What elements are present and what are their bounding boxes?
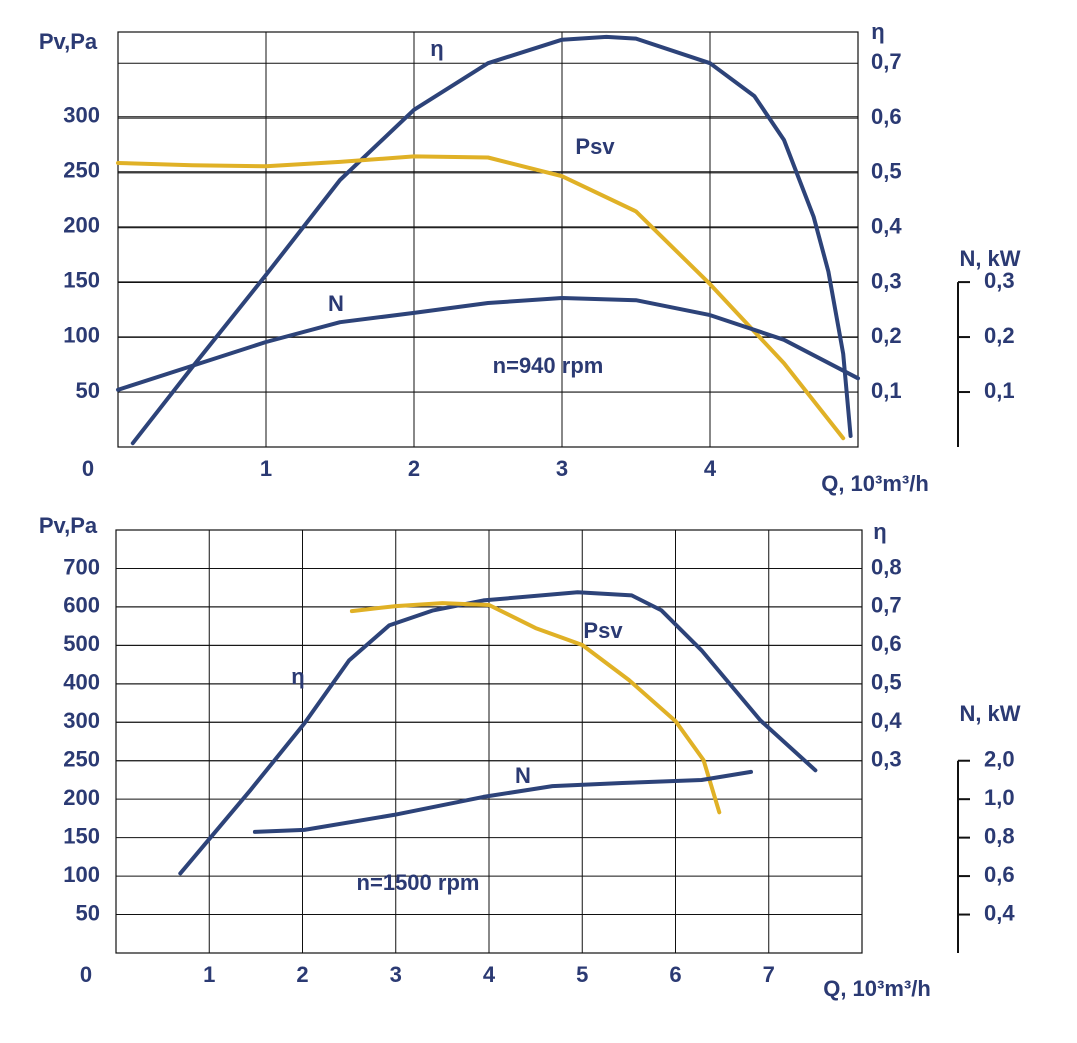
series-label: Psv bbox=[583, 618, 623, 643]
y-axis-title: Pv,Pa bbox=[39, 513, 98, 538]
y-tick-label: 100 bbox=[63, 323, 100, 348]
y3-tick-label: 0,4 bbox=[984, 900, 1015, 925]
series-line bbox=[178, 590, 818, 876]
y-tick-label: 250 bbox=[63, 747, 100, 772]
x-tick-label: 4 bbox=[704, 456, 717, 481]
y3-tick-label: 0,3 bbox=[984, 268, 1015, 293]
y-tick-label: 700 bbox=[63, 554, 100, 579]
y2-tick-label: 0,3 bbox=[871, 747, 902, 772]
y-axis-title: Pv,Pa bbox=[39, 29, 98, 54]
plot-frame bbox=[115, 529, 863, 954]
y-tick-label: 300 bbox=[63, 708, 100, 733]
x-tick-label: 0 bbox=[82, 456, 94, 481]
y2-axis-title: η bbox=[871, 19, 884, 44]
y2-tick-label: 0,1 bbox=[871, 378, 902, 403]
y2-tick-label: 0,7 bbox=[871, 593, 902, 618]
x-tick-label: 3 bbox=[390, 962, 402, 987]
x-tick-label: 1 bbox=[260, 456, 272, 481]
annotation: n=1500 rpm bbox=[357, 870, 480, 895]
y-tick-label: 250 bbox=[63, 158, 100, 183]
x-tick-label: 5 bbox=[576, 962, 588, 987]
x-axis-title: Q, 10³m³/h bbox=[823, 976, 931, 1001]
x-tick-label: 1 bbox=[203, 962, 215, 987]
y-tick-label: 400 bbox=[63, 670, 100, 695]
y3-tick-label: 0,6 bbox=[984, 862, 1015, 887]
y-tick-label: 150 bbox=[63, 823, 100, 848]
x-tick-label: 7 bbox=[763, 962, 775, 987]
series-line bbox=[349, 601, 722, 815]
plot-frame bbox=[117, 31, 859, 448]
y-tick-label: 200 bbox=[63, 785, 100, 810]
series-label: Psv bbox=[575, 134, 615, 159]
y-tick-label: 300 bbox=[63, 103, 100, 128]
x-axis-title: Q, 10³m³/h bbox=[821, 471, 929, 496]
series-label: η bbox=[430, 36, 443, 61]
y-tick-label: 50 bbox=[76, 900, 100, 925]
series-line bbox=[130, 34, 853, 446]
y3-tick-label: 0,1 bbox=[984, 378, 1015, 403]
y3-axis-title: N, kW bbox=[959, 701, 1020, 726]
x-tick-label: 3 bbox=[556, 456, 568, 481]
y-tick-label: 50 bbox=[76, 378, 100, 403]
series-label: N bbox=[328, 291, 344, 316]
y3-tick-label: 0,2 bbox=[984, 323, 1015, 348]
x-tick-label: 6 bbox=[669, 962, 681, 987]
y2-tick-label: 0,3 bbox=[871, 268, 902, 293]
y2-tick-label: 0,4 bbox=[871, 708, 902, 733]
x-tick-label: 4 bbox=[483, 962, 496, 987]
y3-tick-label: 0,8 bbox=[984, 823, 1015, 848]
y2-tick-label: 0,6 bbox=[871, 631, 902, 656]
y-tick-label: 200 bbox=[63, 213, 100, 238]
y2-tick-label: 0,2 bbox=[871, 323, 902, 348]
y3-tick-label: 1,0 bbox=[984, 785, 1015, 810]
x-tick-label: 2 bbox=[296, 962, 308, 987]
y2-tick-label: 0,4 bbox=[871, 214, 902, 239]
series-label: η bbox=[291, 664, 304, 689]
y3-tick-label: 2,0 bbox=[984, 747, 1015, 772]
y2-tick-label: 0,5 bbox=[871, 670, 902, 695]
annotation: n=940 rpm bbox=[493, 353, 604, 378]
series-line bbox=[252, 769, 753, 834]
y-tick-label: 150 bbox=[63, 268, 100, 293]
y-tick-label: 100 bbox=[63, 862, 100, 887]
y3-axis-title: N, kW bbox=[959, 246, 1020, 271]
x-tick-label: 2 bbox=[408, 456, 420, 481]
y2-tick-label: 0,8 bbox=[871, 554, 902, 579]
series-label: N bbox=[515, 763, 531, 788]
y-tick-label: 500 bbox=[63, 631, 100, 656]
y2-tick-label: 0,5 bbox=[871, 159, 902, 184]
y2-tick-label: 0,7 bbox=[871, 49, 902, 74]
series-line bbox=[116, 154, 846, 441]
series-line bbox=[116, 296, 860, 392]
x-tick-label: 0 bbox=[80, 962, 92, 987]
y-tick-label: 600 bbox=[63, 593, 100, 618]
y2-axis-title: η bbox=[873, 519, 886, 544]
y2-tick-label: 0,6 bbox=[871, 104, 902, 129]
